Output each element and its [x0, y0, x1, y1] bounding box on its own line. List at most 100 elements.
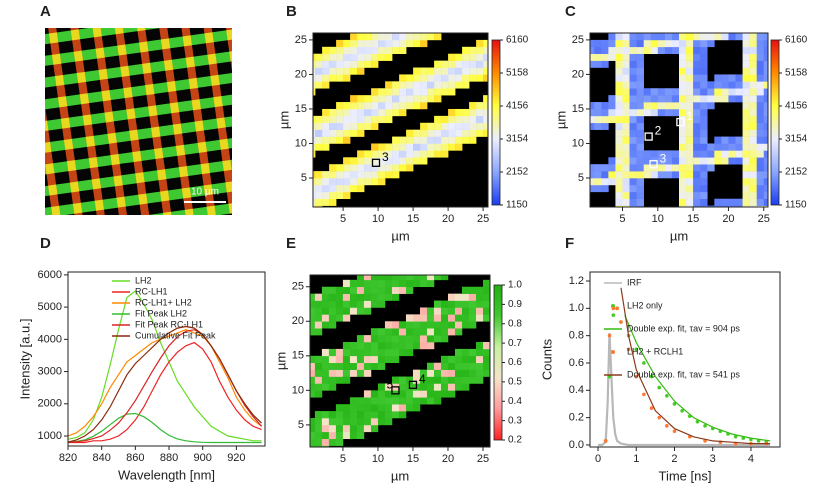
heatmap-cell: [679, 67, 687, 75]
heatmap-cell: [385, 53, 393, 61]
overlap: [247, 178, 256, 189]
heatmap-cell: [454, 300, 463, 308]
heatmap-cell: [335, 348, 344, 357]
heatmap-cell: [679, 191, 687, 200]
heatmap-cell: [343, 122, 351, 130]
overlap: [5, 39, 14, 50]
heatmap-cell: [398, 348, 407, 357]
heatmap-cell: [342, 279, 351, 288]
heatmap-cell: [343, 115, 351, 124]
heatmap-cell: [398, 397, 407, 405]
heatmap-cell: [399, 164, 407, 172]
heatmap-cell: [349, 417, 358, 426]
overlap: [272, 196, 281, 207]
overlap: [151, 126, 161, 138]
overlap: [135, 172, 145, 184]
heatmap-cell: [342, 314, 351, 322]
overlap: [191, 99, 201, 111]
heatmap-cell: [370, 404, 379, 412]
overlap: [210, 227, 219, 238]
heatmap-cell: [314, 417, 323, 426]
data-point: [626, 347, 631, 352]
heatmap-cell: [357, 53, 365, 61]
heatmap-cell: [419, 279, 428, 288]
heatmap-cell: [679, 143, 687, 151]
heatmap-cell: [385, 88, 393, 96]
heatmap-cell: [468, 348, 477, 357]
heatmap-cell: [636, 115, 644, 124]
overlap: [20, 145, 29, 156]
heatmap-cell: [721, 143, 729, 151]
heatmap-cell: [321, 348, 330, 357]
y-axis-label: µm: [273, 352, 288, 370]
heatmap-cell: [336, 39, 344, 48]
heatmap-cell: [763, 136, 769, 144]
heatmap-cell: [601, 164, 609, 172]
heatmap-cell: [405, 404, 414, 412]
x-tick-label: 15: [407, 213, 419, 225]
heatmap-cell: [700, 95, 708, 103]
heatmap-cell: [448, 108, 456, 117]
heatmap-cell: [679, 150, 687, 158]
heatmap-cell: [482, 362, 491, 370]
heatmap-cell: [343, 191, 351, 200]
heatmap-cell: [392, 136, 400, 144]
x-tick-label: 0: [595, 453, 601, 465]
heatmap-cell: [657, 88, 666, 96]
y-tick-label: 0.6: [569, 357, 584, 369]
heatmap-cell: [615, 88, 623, 96]
y-tick-label: 20: [295, 68, 307, 80]
heatmap-cell: [735, 150, 743, 158]
heatmap-cell: [454, 321, 463, 329]
x-tick-label: 880: [160, 452, 178, 464]
heatmap-cell: [700, 157, 708, 165]
heatmap-cell: [392, 39, 400, 48]
heatmap-cell: [679, 198, 687, 206]
heatmap-cell: [622, 46, 630, 55]
heatmap-cell: [629, 150, 637, 158]
legend-label: LH2: [135, 275, 152, 285]
heatmap-cell: [742, 143, 750, 151]
heatmap-cell: [321, 314, 330, 322]
heatmap-cell: [328, 417, 337, 426]
heatmap-cell: [419, 369, 428, 377]
heatmap-cell: [636, 46, 644, 55]
overlap: [14, 102, 23, 113]
heatmap-cell: [342, 286, 351, 294]
heatmap-cell: [714, 143, 722, 151]
heatmap-cell: [700, 115, 708, 124]
heatmap-cell: [434, 88, 442, 96]
heatmap-cell: [363, 286, 372, 294]
heatmap-cell: [615, 46, 623, 55]
heatmap-cell: [461, 293, 470, 301]
heatmap-cell: [315, 67, 323, 75]
heatmap-cell: [447, 355, 456, 364]
heatmap-cell: [427, 136, 435, 144]
heatmap-cell: [615, 115, 623, 124]
heatmap-cell: [707, 95, 715, 103]
heatmap-cell: [462, 81, 470, 89]
data-point: [703, 424, 707, 428]
heatmap-cell: [384, 321, 393, 329]
y-tick-label: 0.8: [569, 330, 584, 342]
heatmap-cell: [476, 46, 484, 55]
heatmap-cell: [377, 390, 386, 398]
heatmap-cell: [329, 60, 337, 68]
plot-frame: [312, 32, 489, 208]
heatmap-cell: [315, 143, 323, 151]
heatmap-cell: [378, 46, 386, 55]
data-point: [603, 439, 608, 443]
heatmap-cell: [420, 74, 428, 82]
heatmap-cell: [335, 369, 344, 377]
heatmap-cell: [406, 143, 414, 151]
heatmap-cell: [448, 136, 456, 144]
heatmap-cell: [322, 136, 330, 144]
heatmap-cell: [434, 115, 442, 124]
overlap: [180, 14, 189, 25]
heatmap-cell: [455, 136, 463, 144]
heatmap-cell: [441, 136, 449, 144]
heatmap-cell: [391, 286, 400, 294]
heatmap-cell: [657, 171, 666, 179]
heatmap-cell: [469, 115, 477, 124]
heatmap-cell: [384, 293, 393, 301]
